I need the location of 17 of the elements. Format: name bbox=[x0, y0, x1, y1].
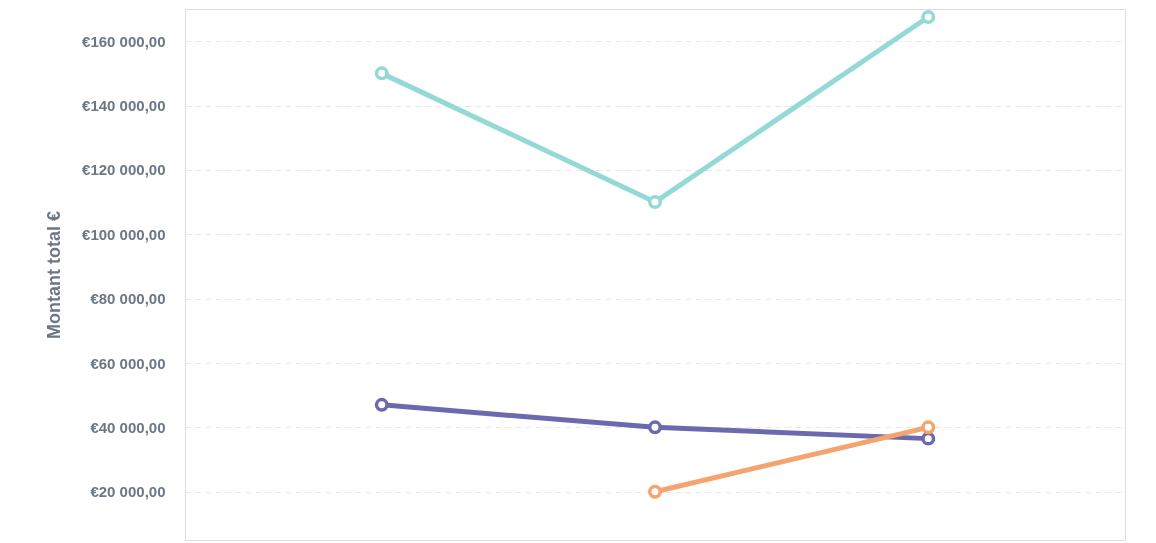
point bbox=[648, 420, 662, 435]
point bbox=[921, 420, 936, 435]
y-axis-title: Montant total € bbox=[44, 211, 65, 339]
point bbox=[374, 66, 389, 81]
point bbox=[374, 397, 389, 412]
point bbox=[648, 484, 662, 499]
point bbox=[648, 195, 662, 210]
y-tick-label: €160 000,00 bbox=[82, 32, 166, 50]
point bbox=[921, 431, 936, 446]
y-tick-label: €100 000,00 bbox=[82, 225, 166, 243]
y-tick-label: €60 000,00 bbox=[90, 354, 166, 372]
y-tick-label: €20 000,00 bbox=[90, 483, 166, 501]
y-tick-label: €40 000,00 bbox=[90, 418, 166, 436]
point bbox=[921, 10, 936, 25]
y-tick-label: €140 000,00 bbox=[82, 97, 166, 115]
y-tick-label: €80 000,00 bbox=[90, 290, 166, 308]
y-tick-label: €120 000,00 bbox=[82, 161, 166, 179]
